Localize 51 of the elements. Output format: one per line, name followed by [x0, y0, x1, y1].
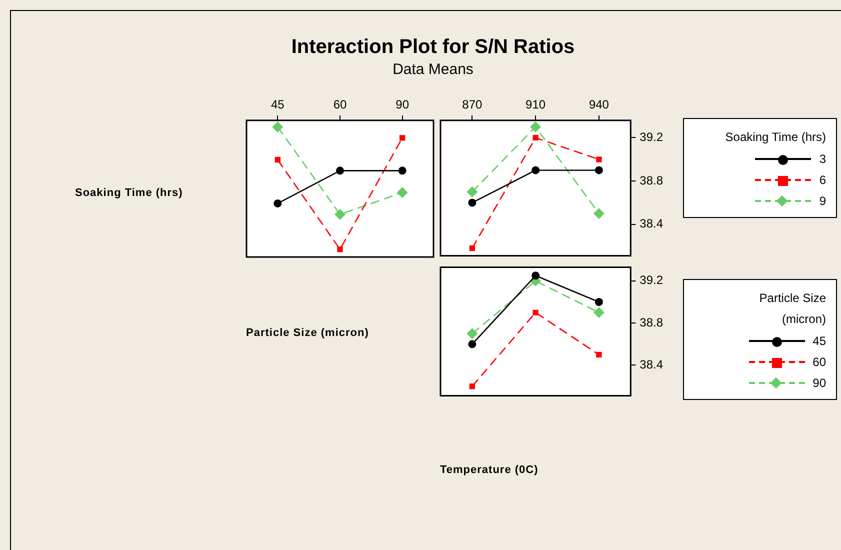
- point: [596, 156, 602, 162]
- point: [468, 198, 476, 207]
- legend-label: 3: [819, 152, 826, 166]
- x-axis-title: Particle Size (micron): [246, 327, 369, 339]
- point: [593, 208, 604, 220]
- legend-label: 60: [812, 354, 826, 368]
- x-tick-label: 60: [333, 98, 347, 112]
- legend-label: 9: [819, 194, 826, 208]
- point: [398, 166, 406, 175]
- point: [466, 328, 478, 340]
- chart-subtitle: Data Means: [392, 61, 474, 78]
- point: [466, 186, 478, 198]
- point: [530, 121, 542, 132]
- point: [272, 121, 284, 132]
- y-tick-label: 39.2: [640, 273, 664, 288]
- legend-title: Particle Size (micron): [758, 290, 827, 328]
- point: [334, 208, 346, 220]
- y-tick-label: 38.4: [640, 358, 664, 372]
- point: [532, 310, 538, 316]
- chart-title: Interaction Plot for S/N Ratios: [290, 36, 576, 59]
- x-tick-label: 90: [396, 98, 410, 112]
- point: [532, 166, 540, 174]
- x-tick-label: 910: [526, 98, 546, 112]
- point: [594, 298, 603, 306]
- point: [532, 134, 538, 141]
- point: [396, 187, 408, 198]
- x-tick-label: 45: [270, 98, 285, 112]
- x-tick-label: 940: [588, 98, 610, 112]
- y-tick-label: 39.2: [640, 130, 664, 144]
- y-tick-label: 38.8: [640, 315, 664, 330]
- point: [593, 307, 604, 318]
- point: [532, 272, 540, 280]
- legend-label: 6: [819, 172, 826, 186]
- point: [337, 246, 343, 252]
- y-tick-label: 38.4: [640, 216, 664, 231]
- point: [400, 135, 406, 141]
- point: [469, 245, 476, 252]
- point: [274, 156, 280, 163]
- point: [274, 199, 282, 208]
- point: [468, 340, 476, 348]
- y-tick-label: 38.8: [640, 173, 664, 188]
- point: [469, 383, 476, 390]
- legend-title: Soaking Time (hrs): [724, 129, 827, 146]
- x-tick-label: 870: [462, 98, 483, 112]
- x-axis-title: Temperature (0C): [440, 464, 538, 476]
- legend-label: 90: [812, 376, 826, 390]
- point: [594, 166, 603, 174]
- point: [336, 166, 344, 175]
- legend-label: 45: [812, 334, 826, 348]
- point: [596, 352, 602, 358]
- y-axis-title: Soaking Time (hrs): [75, 187, 183, 199]
